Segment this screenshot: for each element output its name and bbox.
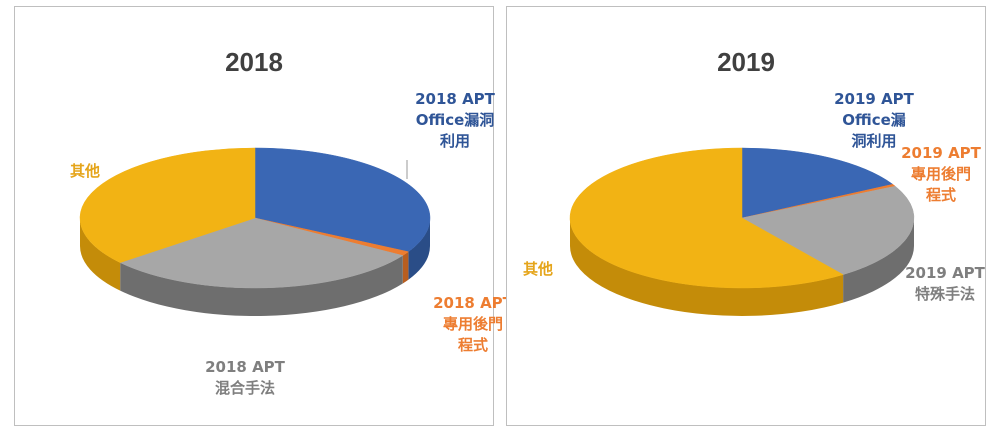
slice-label: 2019 APT Office漏 洞利用 [834,90,914,150]
slice-label: 2018 APT 專用後門 程式 [433,294,513,354]
pie-slice-3 [569,147,844,289]
chart-title: 2019 [717,47,775,77]
pie-side-2 [120,255,403,316]
slice-label: 其他 [522,260,553,278]
slice-label: 2019 APT 特殊手法 [905,264,985,303]
pie-slice-2 [119,217,404,289]
pie-chart-2018 [79,147,431,316]
pie-side-3 [570,218,844,316]
slice-label: 2018 APT Office漏洞 利用 [415,90,495,150]
chart-title: 2018 [225,47,283,77]
pie-slice-2 [741,185,915,275]
pie-side-1 [402,251,409,284]
pie-slice-0 [741,147,894,219]
pie-chart-2019 [569,147,915,316]
chart-panel-2018: 2018 2018 APT Office漏洞 利用 2018 APT 專用後門 程式 201… [14,6,513,426]
slice-label: 2019 APT 專用後門 程式 [901,144,981,204]
pie-side-3 [80,218,121,291]
chart-panel-2019: 2019 2019 APT Office漏 洞利用 2019 APT 專用後門 程式 201… [506,6,986,426]
pie-side-2 [843,218,914,303]
pie-side-0 [408,218,430,280]
pie-slice-0 [254,147,431,252]
slice-label: 2018 APT 混合手法 [205,358,285,397]
pie-slice-3 [79,147,256,263]
slice-label: 其他 [69,162,100,180]
